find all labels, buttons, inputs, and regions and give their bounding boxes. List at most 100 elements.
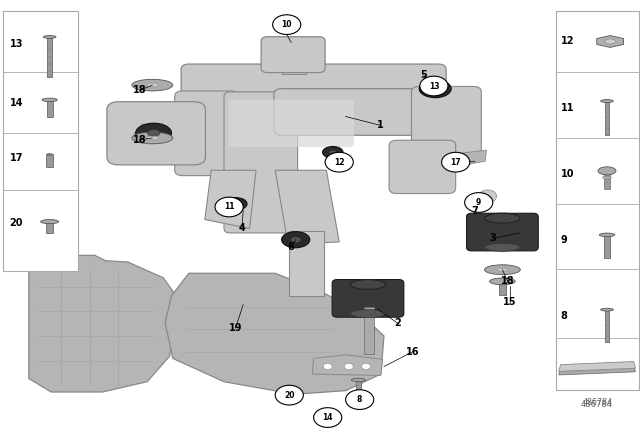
FancyArrow shape (151, 123, 163, 134)
Polygon shape (29, 255, 179, 392)
Text: 11: 11 (224, 202, 234, 211)
Text: 1: 1 (378, 121, 384, 130)
Text: 10: 10 (561, 169, 574, 179)
Ellipse shape (282, 232, 310, 248)
Text: 17: 17 (10, 153, 23, 163)
Text: 18: 18 (132, 86, 147, 95)
FancyBboxPatch shape (412, 86, 481, 162)
Ellipse shape (146, 83, 159, 87)
Text: 3: 3 (490, 233, 496, 243)
Ellipse shape (232, 202, 239, 206)
Text: 18: 18 (132, 135, 147, 145)
Text: 8: 8 (561, 311, 568, 321)
Text: 4: 4 (239, 224, 245, 233)
Circle shape (275, 385, 303, 405)
FancyBboxPatch shape (274, 89, 446, 135)
Text: 14: 14 (10, 99, 23, 108)
Text: 9: 9 (561, 235, 568, 245)
Ellipse shape (600, 308, 613, 311)
Text: 19: 19 (228, 323, 243, 333)
Text: 2: 2 (395, 319, 401, 328)
Text: 20: 20 (10, 218, 23, 228)
Ellipse shape (600, 99, 613, 103)
Polygon shape (275, 170, 339, 244)
Bar (604, 171, 609, 189)
Circle shape (479, 190, 497, 202)
Circle shape (325, 152, 353, 172)
FancyBboxPatch shape (261, 37, 325, 73)
Ellipse shape (484, 265, 520, 275)
Bar (364, 307, 374, 354)
Ellipse shape (599, 233, 614, 237)
FancyBboxPatch shape (332, 280, 404, 317)
Text: 6: 6 (288, 242, 294, 252)
Text: 10: 10 (282, 20, 292, 29)
Circle shape (344, 363, 353, 370)
Bar (282, 37, 306, 74)
Circle shape (362, 363, 371, 370)
Bar (47, 100, 52, 117)
Ellipse shape (329, 150, 337, 155)
Text: 13: 13 (10, 39, 23, 49)
Bar (46, 155, 53, 167)
Text: 5: 5 (420, 70, 427, 80)
FancyBboxPatch shape (181, 64, 446, 113)
Bar (289, 231, 324, 296)
Text: 486784: 486784 (581, 400, 613, 409)
Bar (46, 222, 53, 233)
Ellipse shape (351, 280, 385, 289)
Bar (47, 37, 52, 77)
Text: 8: 8 (357, 395, 362, 404)
FancyBboxPatch shape (228, 99, 354, 147)
FancyBboxPatch shape (175, 91, 238, 176)
Ellipse shape (602, 176, 611, 179)
Bar (604, 235, 610, 258)
Circle shape (465, 193, 493, 212)
Text: 18: 18 (500, 276, 515, 286)
Circle shape (273, 15, 301, 34)
FancyBboxPatch shape (467, 213, 538, 251)
Circle shape (215, 197, 243, 217)
Bar (605, 101, 609, 134)
Ellipse shape (132, 79, 173, 91)
Polygon shape (205, 170, 256, 228)
Ellipse shape (598, 167, 616, 175)
Text: 20: 20 (284, 391, 294, 400)
Bar (605, 310, 609, 342)
FancyBboxPatch shape (107, 102, 205, 165)
Ellipse shape (41, 220, 59, 224)
FancyBboxPatch shape (224, 92, 298, 233)
Polygon shape (165, 273, 384, 394)
Ellipse shape (44, 35, 56, 39)
Circle shape (346, 390, 374, 409)
Ellipse shape (146, 136, 159, 140)
Bar (3, 11, 78, 271)
Circle shape (323, 363, 332, 370)
Text: 16: 16 (406, 347, 420, 357)
Polygon shape (596, 35, 623, 47)
Ellipse shape (323, 146, 343, 158)
Text: 14: 14 (323, 413, 333, 422)
Text: 13: 13 (429, 82, 439, 90)
Ellipse shape (47, 154, 52, 155)
Ellipse shape (497, 268, 508, 271)
Bar (556, 11, 639, 390)
Text: 11: 11 (561, 103, 574, 113)
Polygon shape (559, 365, 636, 375)
Ellipse shape (224, 198, 247, 210)
Circle shape (442, 152, 470, 172)
Ellipse shape (605, 39, 616, 44)
FancyBboxPatch shape (389, 140, 456, 194)
Bar (499, 280, 506, 295)
Ellipse shape (485, 213, 520, 223)
FancyArrow shape (152, 130, 172, 136)
Polygon shape (559, 362, 636, 371)
FancyArrow shape (141, 123, 154, 134)
Ellipse shape (485, 243, 520, 251)
Ellipse shape (429, 86, 441, 92)
Polygon shape (312, 355, 383, 375)
Text: 17: 17 (451, 158, 461, 167)
Ellipse shape (136, 123, 172, 143)
Circle shape (314, 408, 342, 427)
Ellipse shape (419, 80, 451, 98)
